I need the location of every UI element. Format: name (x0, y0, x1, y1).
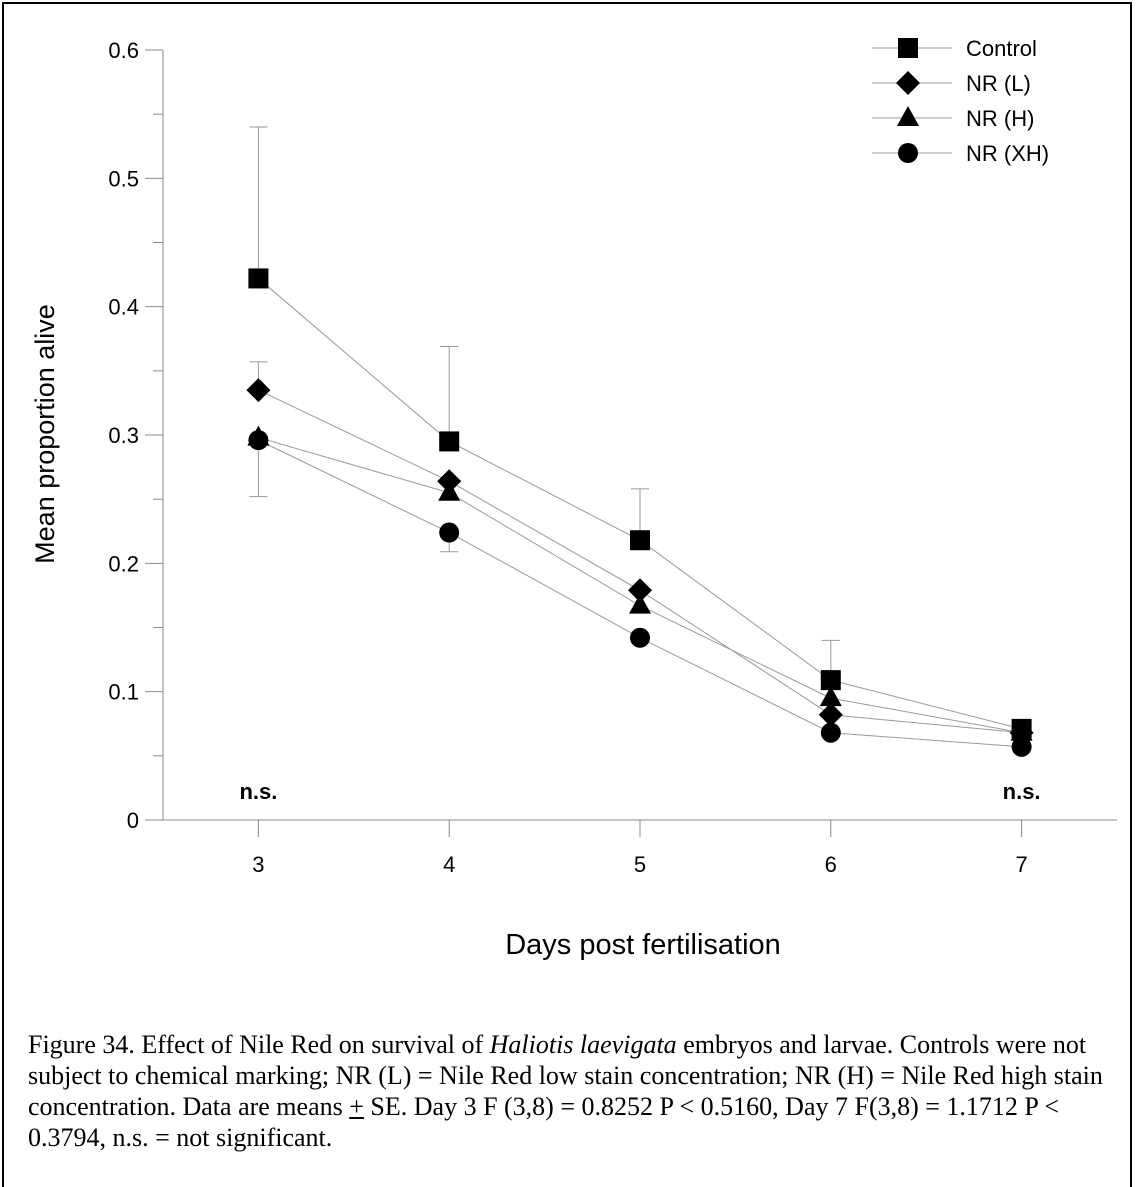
data-point-control (248, 268, 268, 288)
legend-label-control: Control (966, 36, 1037, 61)
x-tick-label: 3 (252, 852, 264, 877)
legend-marker-nr-h (897, 106, 919, 126)
caption-plus-minus: + (349, 1092, 364, 1121)
y-tick-label: 0.2 (108, 551, 139, 576)
survival-chart: 0 0.1 0.2 0.3 0.4 0.5 0.6 3 4 5 6 7 Control NR (L) NR… (0, 0, 1138, 1010)
x-tick-label: 5 (634, 852, 646, 877)
x-tick-label: 6 (825, 852, 837, 877)
caption-prefix: Figure 34. Effect of Nile Red on surviva… (28, 1030, 490, 1059)
data-point-nr-xh (1012, 737, 1032, 757)
caption-species: Haliotis laevigata (490, 1030, 677, 1059)
y-tick-label: 0.5 (108, 166, 139, 191)
legend-marker-nr-xh (898, 143, 918, 163)
data-point-nr-l (246, 378, 270, 402)
annotations: n.s. n.s. (239, 779, 1040, 804)
legend-marker-nr-l (896, 71, 920, 95)
figure-caption: Figure 34. Effect of Nile Red on surviva… (28, 1029, 1118, 1153)
legend: Control NR (L) NR (H) NR (XH) (872, 36, 1049, 166)
legend-label-nr-xh: NR (XH) (966, 141, 1049, 166)
data-point-control (630, 530, 650, 550)
legend-label-nr-h: NR (H) (966, 106, 1034, 131)
x-axis-label: Days post fertilisation (505, 929, 781, 961)
ns-annotation: n.s. (239, 779, 277, 804)
y-tick-label: 0.4 (108, 295, 139, 320)
y-tick-label: 0 (127, 808, 139, 833)
x-tick-label: 4 (443, 852, 455, 877)
data-point-nr-xh (248, 430, 268, 450)
y-tick-label: 0.6 (108, 38, 139, 63)
data-point-nr-xh (821, 723, 841, 743)
y-tick-label: 0.1 (108, 680, 139, 705)
data-point-nr-xh (439, 523, 459, 543)
data-point-nr-xh (630, 628, 650, 648)
legend-label-nr-l: NR (L) (966, 71, 1031, 96)
x-tick-label: 7 (1015, 852, 1027, 877)
error-bars (249, 127, 839, 680)
ns-annotation: n.s. (1003, 779, 1041, 804)
data-point-nr-h (629, 594, 651, 614)
legend-marker-control (898, 38, 918, 58)
y-axis-label: Mean proportion alive (30, 304, 60, 564)
series-line-nr-l (258, 390, 1021, 733)
data-point-control (439, 431, 459, 451)
y-tick-label: 0.3 (108, 423, 139, 448)
